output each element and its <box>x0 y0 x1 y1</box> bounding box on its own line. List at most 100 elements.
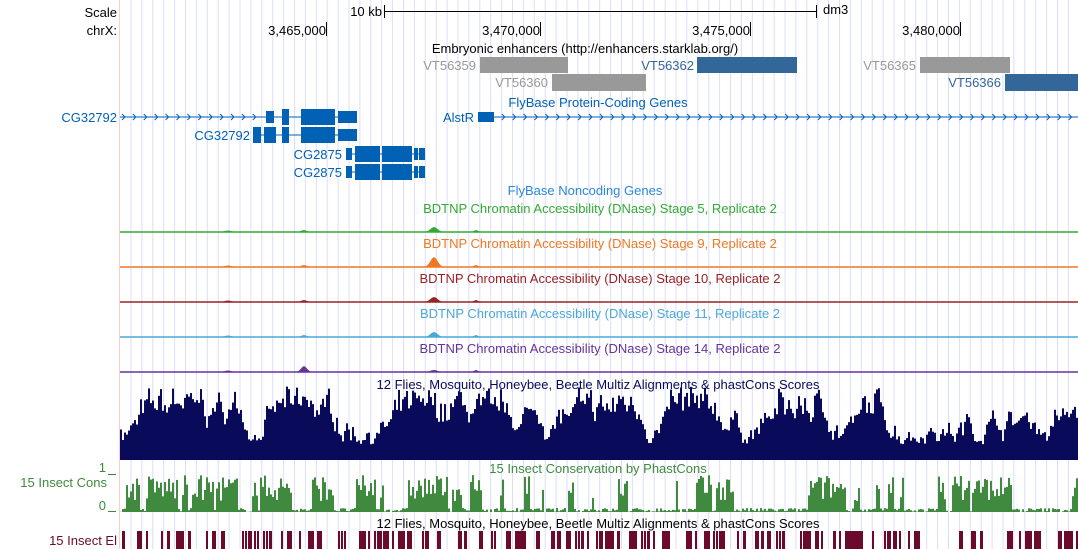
multiz-bar <box>646 438 648 460</box>
multiz-bar <box>778 388 780 460</box>
multiz-bar <box>194 402 196 460</box>
phastcons-bar <box>152 478 154 512</box>
multiz-bar <box>576 397 578 460</box>
multiz-bar <box>156 409 158 460</box>
strand-arrow-icon <box>230 113 235 121</box>
multiz-track-title[interactable]: 12 Flies, Mosquito, Honeybee, Beetle Mul… <box>376 377 820 392</box>
elements-side-label[interactable]: 15 Insect El <box>49 533 117 548</box>
multiz-bar <box>164 405 166 460</box>
phastcons-bar <box>328 489 330 512</box>
phastcons-bar <box>834 492 836 512</box>
enhancer-feature[interactable] <box>920 57 1010 73</box>
multiz-bar <box>200 389 202 460</box>
multiz-bar <box>502 401 504 460</box>
phastcons-bar <box>176 479 178 512</box>
phastcons-bar <box>926 511 928 512</box>
enhancer-feature[interactable] <box>697 57 797 73</box>
protein-genes-track-title[interactable]: FlyBase Protein-Coding Genes <box>508 95 688 110</box>
multiz-bar <box>548 437 550 460</box>
multiz-bar <box>238 413 240 460</box>
phastcons-bar <box>360 489 362 512</box>
phastcons-bar <box>1056 509 1058 512</box>
dnase-track-title[interactable]: BDTNP Chromatin Accessibility (DNase) St… <box>423 236 777 251</box>
phastcons-bar <box>160 482 162 512</box>
phastcons-side-label[interactable]: 15 Insect Cons <box>20 475 107 490</box>
enhancer-feature[interactable] <box>1005 74 1078 91</box>
multiz-bar <box>844 428 846 460</box>
phastcons-bar <box>672 509 674 512</box>
phastcons-bar <box>1004 487 1006 512</box>
phastcons-bar <box>582 511 584 512</box>
multiz-bar <box>516 429 518 460</box>
conserved-element <box>587 531 589 549</box>
phastcons-bar <box>714 510 716 512</box>
elements-track-title[interactable]: 12 Flies, Mosquito, Honeybee, Beetle Mul… <box>376 516 820 531</box>
strand-arrow-icon <box>599 113 604 121</box>
enhancer-label[interactable]: VT56359 <box>423 58 476 73</box>
multiz-bar <box>256 440 258 460</box>
phastcons-bar <box>208 482 210 512</box>
multiz-bar <box>360 443 362 460</box>
enhancer-label[interactable]: VT56366 <box>948 75 1001 90</box>
dnase-track-title[interactable]: BDTNP Chromatin Accessibility (DNase) St… <box>419 306 781 321</box>
multiz-bar <box>1024 415 1026 460</box>
gene-label[interactable]: CG32792 <box>61 110 117 125</box>
phastcons-bar <box>1018 509 1020 512</box>
phastcons-bar <box>306 510 308 512</box>
phastcons-bar <box>858 487 860 512</box>
multiz-bar <box>926 434 928 460</box>
phastcons-bar <box>674 510 676 512</box>
gene-label[interactable]: CG2875 <box>293 165 342 180</box>
multiz-bar <box>1036 434 1038 460</box>
enhancer-label[interactable]: VT56360 <box>495 75 548 90</box>
gene-label[interactable]: CG32792 <box>194 128 250 143</box>
conserved-element <box>518 531 521 549</box>
exon <box>301 127 335 143</box>
multiz-bar <box>652 438 654 460</box>
phastcons-bar <box>800 510 802 512</box>
gene-label[interactable]: AlstR <box>442 110 474 125</box>
dnase-track-title[interactable]: BDTNP Chromatin Accessibility (DNase) St… <box>423 201 777 216</box>
multiz-bar <box>632 405 634 460</box>
enhancers-track-title[interactable]: Embryonic enhancers (http://enhancers.st… <box>431 41 739 56</box>
multiz-bar <box>252 439 254 460</box>
multiz-bar <box>812 417 814 460</box>
phastcons-bar <box>808 495 810 512</box>
strand-arrow-icon <box>839 113 844 121</box>
multiz-bar <box>254 435 256 460</box>
phastcons-bar <box>446 476 448 512</box>
multiz-bar <box>332 422 334 460</box>
multiz-bar <box>1008 411 1010 460</box>
phastcons-bar <box>728 479 730 512</box>
multiz-bar <box>288 389 290 460</box>
enhancer-label[interactable]: VT56365 <box>863 58 916 73</box>
multiz-bar <box>590 390 592 460</box>
multiz-bar <box>208 416 210 460</box>
phastcons-bar <box>526 493 528 512</box>
strand-arrow-icon <box>219 113 224 121</box>
phastcons-bar <box>978 480 980 512</box>
gene-label[interactable]: CG2875 <box>293 147 342 162</box>
enhancer-label[interactable]: VT56362 <box>641 58 694 73</box>
conserved-element <box>386 531 389 549</box>
enhancer-feature[interactable] <box>552 74 646 91</box>
multiz-bar <box>880 402 882 460</box>
multiz-bar <box>758 433 760 460</box>
phastcons-bar <box>512 510 514 512</box>
enhancer-feature[interactable] <box>480 57 568 73</box>
phastcons-track-title[interactable]: 15 Insect Conservation by PhastCons <box>489 461 707 476</box>
dnase-track-title[interactable]: BDTNP Chromatin Accessibility (DNase) St… <box>419 271 781 286</box>
phastcons-bar <box>170 491 172 512</box>
phastcons-bar <box>662 510 664 512</box>
conserved-element <box>341 531 343 549</box>
conserved-element <box>1058 531 1062 549</box>
phastcons-bar <box>262 486 264 512</box>
multiz-bar <box>1050 425 1052 460</box>
multiz-bar <box>196 400 198 460</box>
multiz-bar <box>760 418 762 460</box>
dnase-track-title[interactable]: BDTNP Chromatin Accessibility (DNase) St… <box>419 341 781 356</box>
phastcons-bar <box>192 494 194 512</box>
noncoding-genes-track-title[interactable]: FlyBase Noncoding Genes <box>507 183 663 198</box>
multiz-bar <box>628 405 630 460</box>
